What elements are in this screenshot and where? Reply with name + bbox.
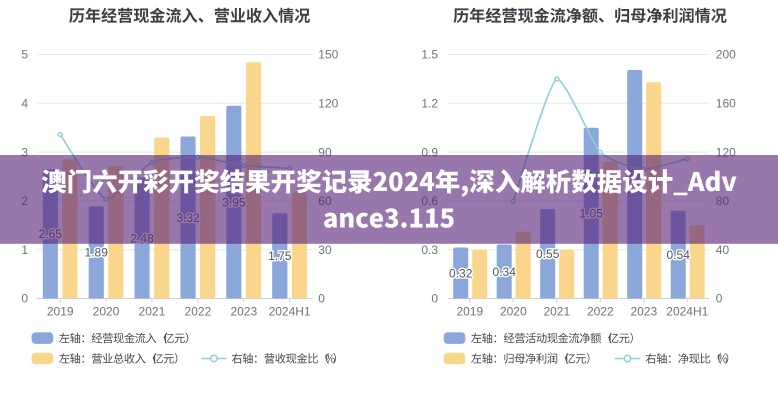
- svg-text:2023: 2023: [230, 305, 257, 319]
- svg-text:1.5: 1.5: [421, 48, 438, 62]
- svg-text:2021: 2021: [139, 305, 166, 319]
- svg-text:2020: 2020: [500, 305, 527, 319]
- svg-text:0: 0: [21, 292, 28, 306]
- svg-text:2022: 2022: [587, 305, 614, 319]
- svg-text:1: 1: [21, 243, 28, 257]
- svg-text:2022: 2022: [185, 305, 212, 319]
- svg-text:120: 120: [318, 97, 338, 111]
- svg-text:40: 40: [716, 243, 730, 257]
- svg-text:200: 200: [716, 48, 736, 62]
- svg-text:3: 3: [21, 145, 28, 159]
- svg-text:0.3: 0.3: [421, 243, 438, 257]
- svg-text:2024H1: 2024H1: [269, 305, 311, 319]
- svg-text:2019: 2019: [47, 305, 74, 319]
- svg-text:0.54: 0.54: [667, 248, 691, 262]
- svg-text:0.55: 0.55: [536, 247, 560, 261]
- svg-text:0: 0: [431, 292, 438, 306]
- svg-text:2024H1: 2024H1: [666, 305, 708, 319]
- svg-text:160: 160: [716, 97, 736, 111]
- svg-text:1.89: 1.89: [85, 246, 109, 260]
- svg-text:5: 5: [21, 48, 28, 62]
- svg-text:0: 0: [716, 292, 723, 306]
- svg-text:1.75: 1.75: [268, 249, 292, 263]
- svg-text:0.34: 0.34: [493, 265, 517, 279]
- svg-text:2019: 2019: [456, 305, 483, 319]
- svg-text:1.2: 1.2: [421, 97, 438, 111]
- svg-text:0.32: 0.32: [449, 266, 473, 280]
- svg-text:30: 30: [318, 243, 332, 257]
- svg-text:2023: 2023: [630, 305, 657, 319]
- svg-text:2020: 2020: [93, 305, 120, 319]
- svg-text:2021: 2021: [543, 305, 570, 319]
- svg-text:0: 0: [318, 292, 325, 306]
- svg-text:4: 4: [21, 97, 28, 111]
- svg-text:150: 150: [318, 48, 338, 62]
